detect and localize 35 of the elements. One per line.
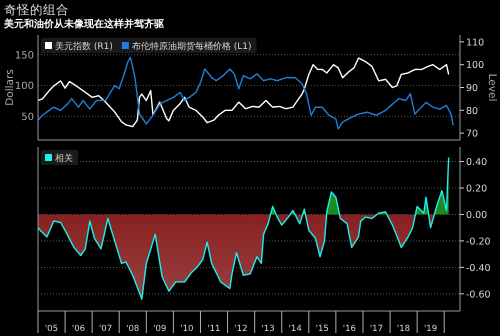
y2-tick-label: 80 bbox=[466, 106, 478, 117]
y-axis-title: Dollars bbox=[4, 69, 16, 106]
y-tick-label: 150 bbox=[14, 50, 34, 62]
y-tick-label: 50 bbox=[21, 112, 34, 124]
x-tick-label: '09 bbox=[153, 324, 166, 334]
x-tick-label: '13 bbox=[262, 324, 275, 334]
x-tick-label: '15 bbox=[316, 324, 329, 334]
y2-tick-label: 110 bbox=[466, 37, 484, 48]
y-tick-label: -0.60 bbox=[466, 289, 491, 300]
x-tick-label: '08 bbox=[126, 324, 140, 334]
legend-label: 相关 bbox=[55, 153, 73, 164]
y2-tick-label: 70 bbox=[466, 128, 478, 140]
x-tick-label: '06 bbox=[72, 324, 86, 334]
x-tick-label: '18 bbox=[396, 324, 410, 334]
x-tick-label: '07 bbox=[98, 324, 112, 334]
y-tick-label: 0.20 bbox=[466, 184, 488, 194]
y-tick-label: -0.40 bbox=[466, 262, 491, 274]
y-tick-label: 0.00 bbox=[466, 210, 488, 221]
y2-axis-title: Level bbox=[486, 74, 498, 102]
x-tick-label: '10 bbox=[180, 324, 194, 334]
legend-label: 美元指数 (R1) bbox=[55, 41, 113, 52]
y-tick-label: 0.40 bbox=[466, 157, 488, 168]
legend-label: 布伦特原油期货每桶价格 (L1) bbox=[132, 41, 252, 52]
y2-tick-label: 90 bbox=[466, 83, 478, 94]
y-tick-label: -0.20 bbox=[466, 236, 491, 248]
x-tick-label: '05 bbox=[44, 324, 58, 334]
x-tick-label: '17 bbox=[370, 324, 384, 334]
x-tick-label: '19 bbox=[424, 324, 438, 334]
y-tick-label: 100 bbox=[14, 81, 34, 92]
x-tick-label: '12 bbox=[234, 324, 248, 334]
x-tick-label: '16 bbox=[342, 324, 356, 334]
chart-subtitle: 美元和油价从未像现在这样并驾齐驱 bbox=[3, 18, 164, 30]
chart-title: 奇怪的组合 bbox=[4, 2, 69, 17]
x-tick-label: '14 bbox=[288, 324, 302, 334]
x-tick-label: '11 bbox=[207, 324, 220, 334]
